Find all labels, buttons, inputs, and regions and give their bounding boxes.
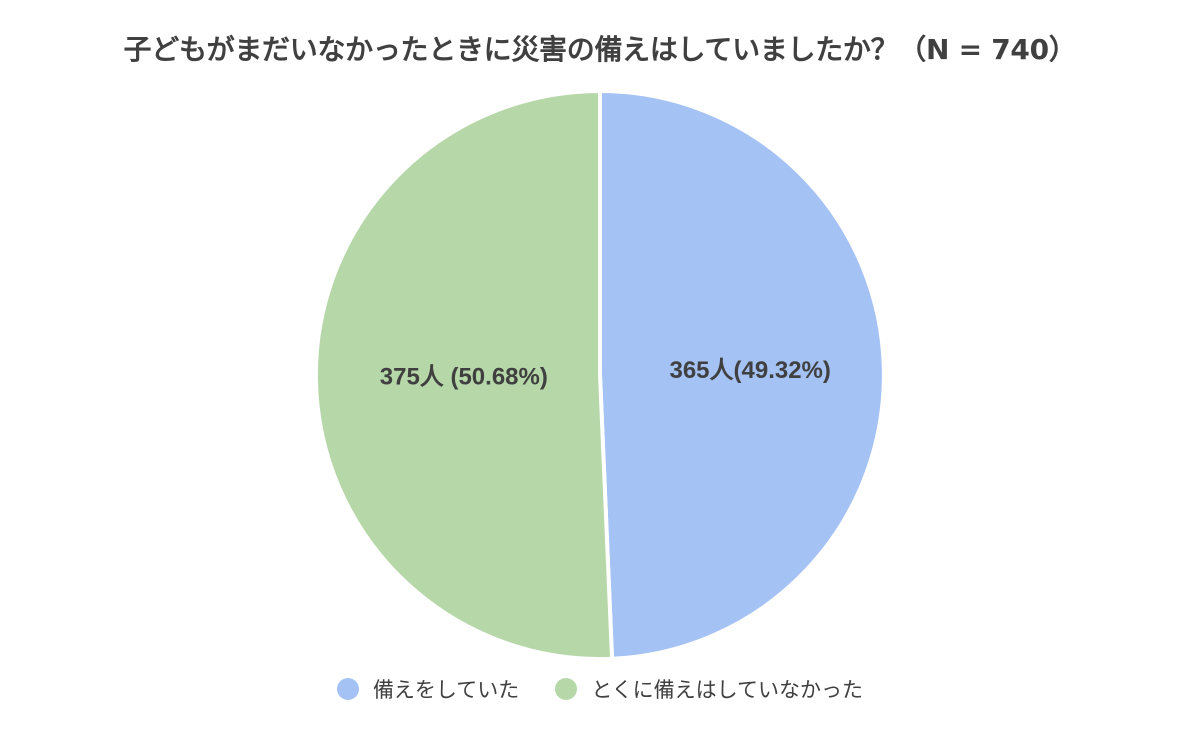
chart-title: 子どもがまだいなかったときに災害の備えはしていましたか？（N = 740） bbox=[123, 33, 1077, 66]
legend-item-not-prepared[interactable]: とくに備えはしていなかった bbox=[555, 674, 863, 704]
slice-label-prepared: 365人(49.32%) bbox=[669, 357, 830, 384]
legend-label-prepared: 備えをしていた bbox=[372, 678, 520, 702]
legend-label-not-prepared: とくに備えはしていなかった bbox=[591, 678, 864, 702]
pie-labels: 365人(49.32%) 375人 (50.68%) bbox=[380, 357, 831, 391]
pie-slices bbox=[313, 89, 886, 661]
slice-label-not-prepared: 375人 (50.68%) bbox=[380, 364, 548, 391]
legend-marker-not-prepared bbox=[555, 678, 578, 700]
legend: 備えをしていた とくに備えはしていなかった bbox=[0, 674, 1200, 704]
legend-item-prepared[interactable]: 備えをしていた bbox=[336, 674, 520, 704]
legend-marker-prepared bbox=[336, 678, 359, 700]
pie-slice-not-prepared[interactable] bbox=[313, 89, 615, 661]
pie-slice-prepared[interactable] bbox=[598, 89, 886, 661]
